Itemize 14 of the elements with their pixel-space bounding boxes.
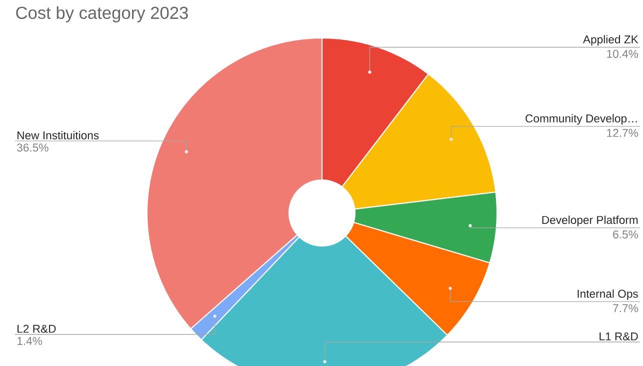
slice-label: Applied ZK: [582, 35, 638, 46]
data-label: 10.4%: [607, 50, 638, 58]
data-label: 36.5%: [17, 144, 48, 152]
data-label: 12.7%: [607, 128, 638, 137]
slice-label: Community Develop…: [526, 114, 637, 125]
data-label: 1.4%: [17, 336, 42, 345]
slice-label: L1 R&D: [600, 332, 638, 340]
slice-label: Internal Ops: [578, 289, 638, 300]
chart-title: Cost by category 2023: [16, 6, 188, 22]
data-label: 6.5%: [613, 230, 638, 238]
slice-label: Developer Platform: [542, 216, 638, 226]
data-label: 7.7%: [613, 304, 638, 312]
slice-label: New Instituitions: [18, 131, 99, 140]
slice-label: L2 R&D: [18, 324, 56, 333]
